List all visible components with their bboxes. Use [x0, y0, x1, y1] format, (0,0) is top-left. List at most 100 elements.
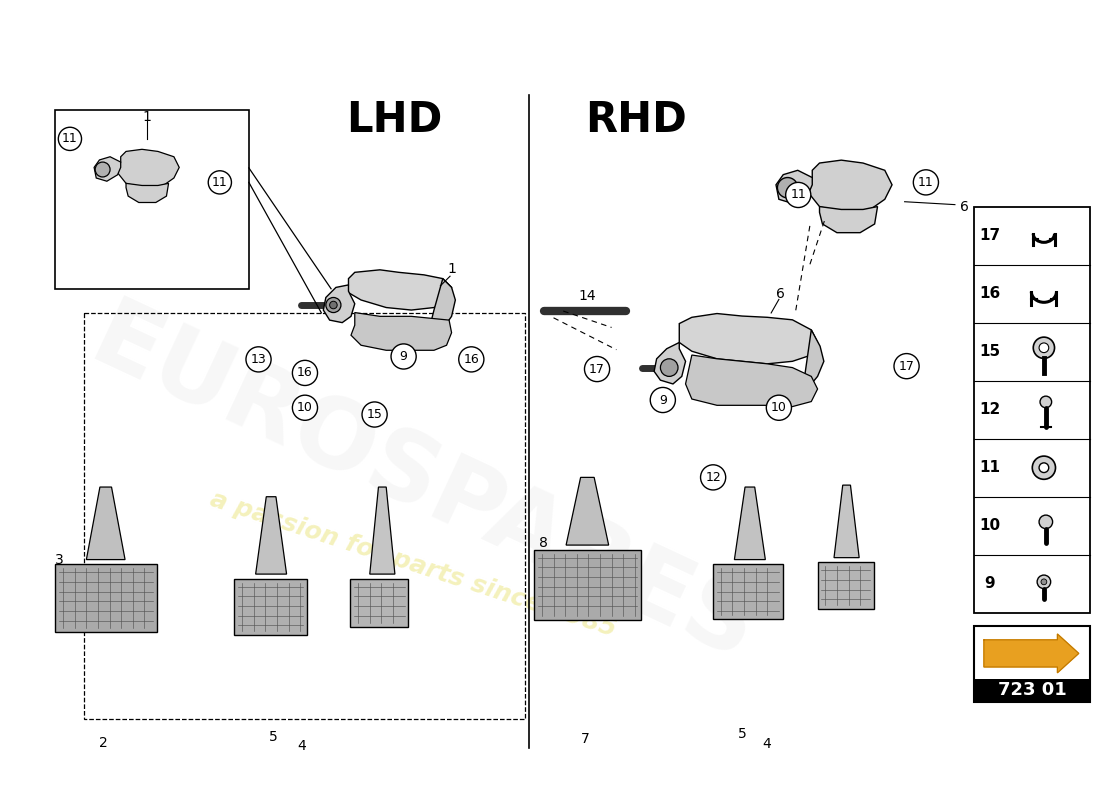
- Text: 16: 16: [297, 366, 312, 379]
- Circle shape: [1037, 575, 1050, 589]
- Circle shape: [58, 127, 81, 150]
- Text: 12: 12: [979, 402, 1000, 417]
- Polygon shape: [807, 160, 892, 212]
- Text: 16: 16: [979, 286, 1000, 301]
- Text: 2: 2: [99, 736, 108, 750]
- Text: 1: 1: [448, 262, 456, 277]
- Text: 5: 5: [738, 726, 747, 741]
- Circle shape: [326, 298, 341, 313]
- Bar: [535, 550, 640, 619]
- Circle shape: [894, 354, 920, 378]
- Bar: [975, 626, 1090, 702]
- Text: 6: 6: [960, 199, 969, 214]
- Text: 10: 10: [297, 402, 312, 414]
- Text: 11: 11: [62, 132, 78, 146]
- Bar: [975, 206, 1090, 613]
- Text: 9: 9: [659, 394, 667, 406]
- Text: 4: 4: [298, 739, 307, 754]
- Bar: [713, 565, 783, 618]
- Text: 11: 11: [791, 189, 806, 202]
- Polygon shape: [351, 313, 452, 350]
- Polygon shape: [346, 270, 452, 310]
- Text: EUROSPARES: EUROSPARES: [76, 292, 770, 682]
- Text: RHD: RHD: [585, 98, 686, 141]
- Circle shape: [1040, 515, 1053, 529]
- Polygon shape: [323, 285, 355, 322]
- Text: 10: 10: [771, 402, 786, 414]
- Bar: [817, 562, 873, 609]
- Text: 17: 17: [979, 228, 1000, 243]
- Bar: [55, 565, 157, 632]
- Polygon shape: [834, 485, 859, 558]
- Text: 16: 16: [463, 353, 480, 366]
- Polygon shape: [983, 634, 1079, 673]
- Circle shape: [208, 170, 231, 194]
- Circle shape: [778, 178, 798, 198]
- Circle shape: [330, 302, 338, 309]
- Text: 4: 4: [762, 738, 771, 751]
- Text: 15: 15: [366, 408, 383, 421]
- Circle shape: [785, 182, 811, 207]
- Text: 11: 11: [918, 176, 934, 189]
- Polygon shape: [255, 497, 287, 574]
- Polygon shape: [685, 355, 817, 406]
- Polygon shape: [95, 157, 121, 182]
- Circle shape: [650, 387, 675, 413]
- Circle shape: [390, 344, 416, 369]
- Text: 12: 12: [705, 471, 720, 484]
- Polygon shape: [118, 150, 179, 188]
- Bar: [234, 579, 307, 635]
- Polygon shape: [430, 278, 455, 335]
- Polygon shape: [735, 487, 766, 559]
- Polygon shape: [820, 206, 878, 233]
- Circle shape: [1040, 343, 1048, 353]
- Bar: [351, 579, 408, 627]
- Text: 10: 10: [979, 518, 1000, 534]
- Text: 723 01: 723 01: [998, 681, 1067, 699]
- Text: 15: 15: [979, 344, 1000, 359]
- Circle shape: [660, 358, 678, 377]
- Text: 8: 8: [539, 536, 548, 550]
- Circle shape: [96, 162, 110, 177]
- Circle shape: [293, 395, 318, 420]
- Polygon shape: [776, 170, 812, 204]
- Polygon shape: [126, 183, 168, 202]
- Text: 11: 11: [979, 460, 1000, 475]
- Bar: [85, 313, 525, 719]
- Text: 11: 11: [212, 176, 228, 189]
- Polygon shape: [654, 342, 685, 384]
- Text: 17: 17: [590, 362, 605, 375]
- Circle shape: [246, 347, 271, 372]
- Text: 9: 9: [984, 576, 996, 591]
- Text: 13: 13: [251, 353, 266, 366]
- Polygon shape: [566, 478, 608, 545]
- Text: 17: 17: [899, 360, 914, 373]
- Circle shape: [701, 465, 726, 490]
- Circle shape: [362, 402, 387, 427]
- Text: a passion for parts since 1985: a passion for parts since 1985: [207, 487, 619, 642]
- Circle shape: [913, 170, 938, 195]
- Text: 14: 14: [579, 289, 596, 302]
- Polygon shape: [680, 314, 817, 364]
- Text: 9: 9: [399, 350, 408, 363]
- Polygon shape: [805, 330, 824, 384]
- Polygon shape: [87, 487, 125, 559]
- Text: 5: 5: [268, 730, 277, 743]
- Bar: [55, 110, 249, 289]
- Circle shape: [459, 347, 484, 372]
- Circle shape: [584, 357, 609, 382]
- Circle shape: [767, 395, 792, 420]
- Text: 7: 7: [581, 731, 590, 746]
- Circle shape: [1032, 456, 1056, 479]
- Circle shape: [1041, 579, 1047, 585]
- Circle shape: [1040, 463, 1048, 473]
- Text: 6: 6: [777, 286, 785, 301]
- Text: 1: 1: [143, 110, 152, 124]
- Polygon shape: [370, 487, 395, 574]
- Text: 3: 3: [55, 553, 64, 566]
- Circle shape: [1040, 396, 1052, 408]
- Circle shape: [1033, 337, 1055, 358]
- Bar: [975, 678, 1090, 702]
- Text: LHD: LHD: [345, 98, 442, 141]
- Circle shape: [293, 360, 318, 386]
